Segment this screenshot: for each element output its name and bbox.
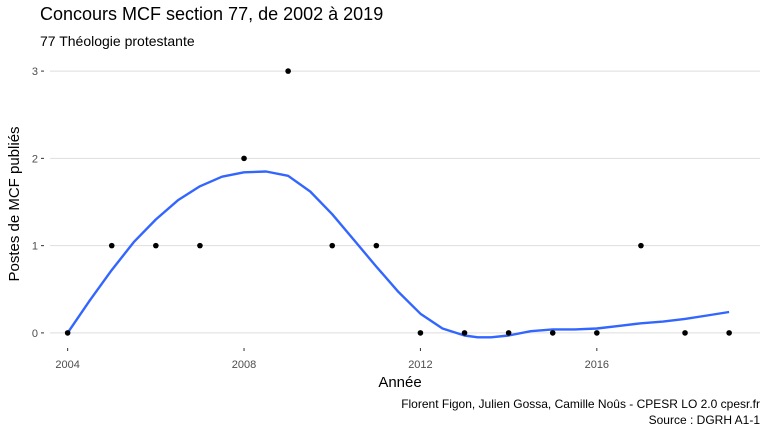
- y-tick-labels: 0 1 2 3: [32, 66, 44, 340]
- grid-lines: [50, 70, 760, 334]
- x-tick-label: 2012: [408, 359, 432, 371]
- x-tick-label: 2004: [55, 359, 79, 371]
- x-tick-label: 2008: [232, 359, 256, 371]
- y-tick-label: 0: [32, 328, 38, 340]
- caption-authors: Florent Figon, Julien Gossa, Camille Noû…: [401, 397, 760, 411]
- data-points: [64, 68, 732, 336]
- data-point: [549, 330, 556, 336]
- data-point: [373, 242, 380, 249]
- chart-subtitle: 77 Théologie protestante: [40, 33, 195, 49]
- data-point: [285, 68, 291, 74]
- data-point: [594, 330, 600, 336]
- data-point: [417, 330, 424, 336]
- y-tick-label: 1: [32, 241, 38, 253]
- data-point: [726, 330, 732, 336]
- data-point: [682, 330, 688, 336]
- x-tick-label: 2016: [585, 359, 609, 371]
- data-point: [64, 330, 71, 336]
- y-axis-title: Postes de MCF publiés: [6, 126, 23, 281]
- y-tick-label: 2: [32, 153, 38, 165]
- y-tick-label: 3: [32, 66, 38, 78]
- smooth-trend-line: [66, 170, 730, 339]
- chart-title: Concours MCF section 77, de 2002 à 2019: [40, 4, 384, 24]
- x-axis-title: Année: [378, 374, 421, 391]
- chart-caption: Florent Figon, Julien Gossa, Camille Noû…: [401, 396, 760, 428]
- caption-source: Source : DGRH A1-1: [648, 413, 760, 427]
- data-point: [329, 242, 336, 249]
- data-point: [638, 242, 644, 249]
- data-point: [108, 242, 115, 249]
- data-point: [241, 155, 247, 162]
- x-tick-labels: 2004 2008 2012 2016: [55, 348, 609, 371]
- data-point: [197, 242, 203, 249]
- data-point: [505, 330, 512, 336]
- data-point: [153, 242, 159, 249]
- data-point: [461, 330, 468, 336]
